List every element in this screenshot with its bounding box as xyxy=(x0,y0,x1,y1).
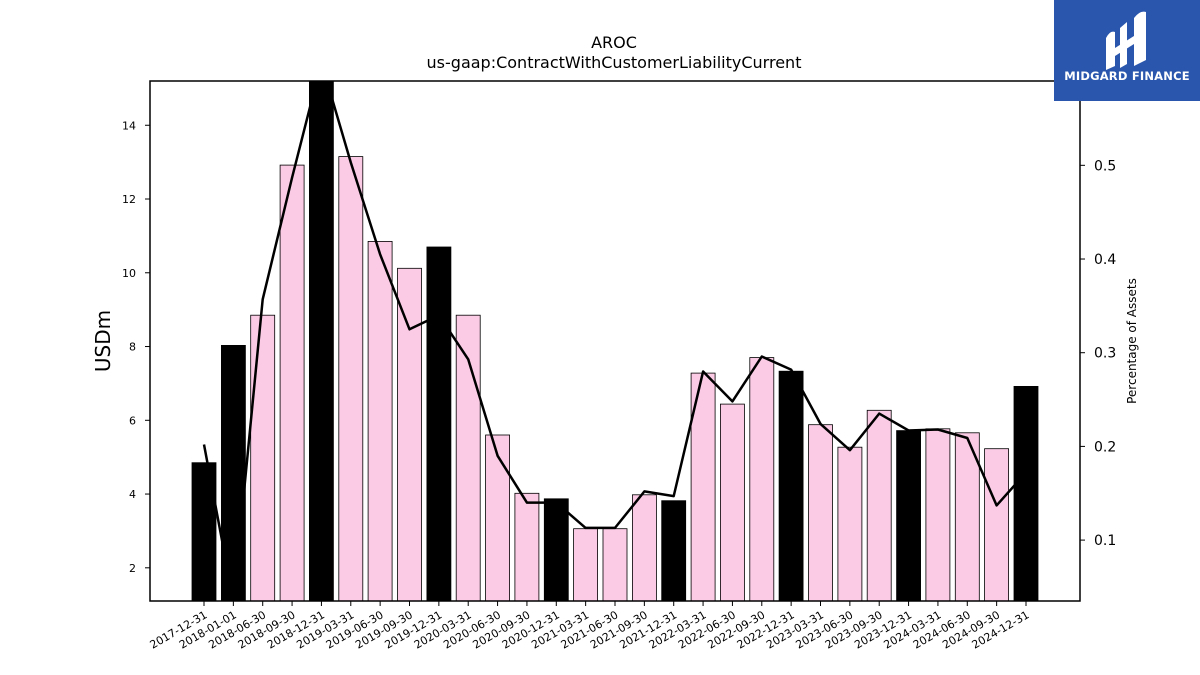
midgard-logo-icon xyxy=(1106,11,1146,71)
bar xyxy=(602,528,628,602)
y2-tick-label: 0.1 xyxy=(1094,533,1116,549)
bar xyxy=(308,80,334,602)
bar xyxy=(984,448,1009,602)
bar xyxy=(279,164,305,602)
bar xyxy=(866,409,892,602)
y-tick-label: 12 xyxy=(122,193,136,206)
bar xyxy=(778,370,804,602)
y-tick-label: 8 xyxy=(129,341,136,354)
y2-axis: 0.1 0.2 0.3 0.4 0.5 xyxy=(1080,158,1116,549)
y2-tick-label: 0.3 xyxy=(1094,346,1116,362)
bar xyxy=(837,446,863,602)
chart-title: AROC xyxy=(591,33,637,52)
bar xyxy=(367,240,393,602)
bar xyxy=(720,403,745,602)
y-tick-label: 2 xyxy=(129,562,136,575)
logo-text: MIDGARD FINANCE xyxy=(1064,69,1190,83)
bar xyxy=(543,498,569,602)
bar xyxy=(514,492,540,602)
y-axis: 2 4 6 8 10 12 14 xyxy=(122,119,150,575)
y-tick-label: 10 xyxy=(122,267,136,280)
y-tick-label: 14 xyxy=(122,119,136,132)
y2-tick-label: 0.2 xyxy=(1094,439,1116,455)
y-tick-label: 6 xyxy=(129,414,136,427)
y2-tick-label: 0.5 xyxy=(1094,158,1116,174)
bar xyxy=(808,424,833,602)
y2-axis-label: Percentage of Assets xyxy=(1125,278,1139,404)
bars-layer xyxy=(191,80,1039,602)
bar xyxy=(749,357,775,602)
y2-tick-label: 0.4 xyxy=(1094,252,1116,268)
bar xyxy=(573,528,598,602)
chart-subtitle: us-gaap:ContractWithCustomerLiabilityCur… xyxy=(427,53,802,72)
y-axis-label: USDm xyxy=(91,310,115,372)
series-line xyxy=(202,81,1027,601)
x-axis: 2017-12-312018-01-012018-06-302018-09-30… xyxy=(148,601,1032,652)
bar xyxy=(397,267,422,602)
bar xyxy=(690,372,716,602)
bar xyxy=(925,428,951,602)
bar xyxy=(661,500,687,602)
bar xyxy=(426,246,452,602)
bar xyxy=(896,430,921,602)
bar xyxy=(632,494,657,602)
bar xyxy=(1013,385,1039,602)
brand-logo: MIDGARD FINANCE xyxy=(1054,0,1200,101)
bar xyxy=(485,434,511,602)
line-layer xyxy=(202,81,1027,601)
bar xyxy=(338,156,364,602)
bar xyxy=(250,314,276,602)
y-tick-label: 4 xyxy=(129,488,136,501)
